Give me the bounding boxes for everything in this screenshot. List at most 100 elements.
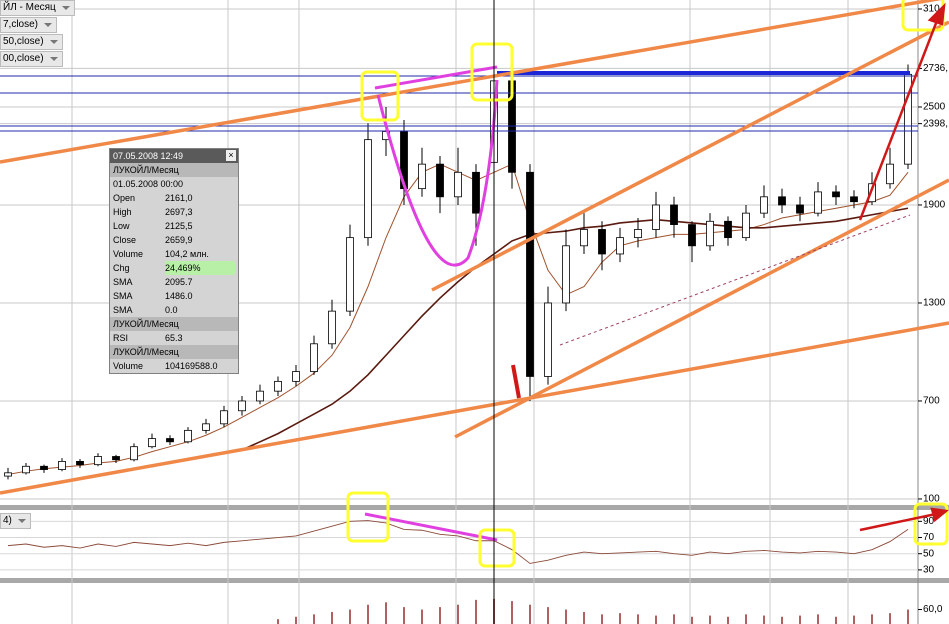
candle-body bbox=[724, 220, 732, 239]
candle-body bbox=[868, 183, 876, 203]
y-tick-label: 2398, bbox=[923, 118, 948, 129]
info-value: 2125,5 bbox=[165, 221, 193, 231]
volume-bar bbox=[907, 609, 909, 624]
y-tick-label: 30 bbox=[923, 565, 935, 576]
indicator-label: 50,close) bbox=[0, 34, 63, 50]
volume-bar bbox=[277, 619, 279, 624]
volume-bar bbox=[511, 601, 513, 624]
candle-body bbox=[346, 237, 354, 312]
info-row: Volume 104,2 млн. bbox=[110, 247, 238, 261]
rsi-line bbox=[7, 520, 909, 564]
volume-bar bbox=[601, 614, 603, 624]
volume-bar bbox=[709, 615, 711, 624]
candle-body bbox=[598, 229, 606, 255]
volume-bar bbox=[583, 611, 585, 624]
candle-body bbox=[454, 171, 462, 198]
candle-body bbox=[850, 196, 858, 203]
info-value: 2095.7 bbox=[165, 277, 193, 287]
volume-bar bbox=[421, 609, 423, 624]
candle-body bbox=[544, 302, 552, 377]
volume-bar bbox=[331, 611, 333, 624]
candle-body bbox=[760, 196, 768, 214]
info-key: Chg bbox=[113, 263, 130, 273]
info-key: Low bbox=[113, 221, 130, 231]
volume-bar bbox=[529, 604, 531, 624]
volume-bar bbox=[781, 616, 783, 624]
info-key: RSI bbox=[113, 333, 129, 343]
indicator-label: 7,close) bbox=[0, 17, 58, 33]
candle-body bbox=[562, 245, 570, 304]
candle-body bbox=[526, 171, 534, 377]
info-row: SMA 1486.0 bbox=[110, 289, 238, 303]
info-date: 01.05.2008 00:00 bbox=[113, 179, 184, 189]
panel-divider bbox=[0, 505, 949, 510]
volume-bar bbox=[745, 614, 747, 624]
candle-body bbox=[4, 472, 12, 477]
info-value: 65.3 bbox=[165, 333, 183, 343]
candle-body bbox=[76, 460, 84, 466]
candle-body bbox=[130, 446, 138, 461]
y-tick-label: 1300 bbox=[923, 298, 946, 309]
volume-bar bbox=[691, 616, 693, 624]
volume-bar bbox=[817, 614, 819, 624]
info-key: Close bbox=[113, 235, 137, 245]
candle-body bbox=[166, 438, 174, 443]
candle-body bbox=[634, 229, 642, 239]
y-tick-label: 50 bbox=[923, 548, 935, 559]
moving-average bbox=[241, 207, 909, 451]
candle-body bbox=[220, 410, 228, 425]
candle-body bbox=[418, 163, 426, 190]
y-tick-label: 100 bbox=[923, 494, 940, 505]
info-row: SMA 0.0 bbox=[110, 303, 238, 317]
volume-bar bbox=[619, 613, 621, 624]
candle-body bbox=[310, 343, 318, 372]
volume-bar bbox=[727, 616, 729, 624]
info-key: SMA bbox=[113, 277, 133, 287]
candle-body bbox=[40, 465, 48, 470]
volume-bar bbox=[439, 607, 441, 624]
candle-body bbox=[436, 163, 444, 198]
y-tick-label: 2500 bbox=[923, 102, 946, 113]
candle-body bbox=[886, 163, 894, 185]
info-value: 104169588.0 bbox=[165, 361, 218, 371]
volume-bar bbox=[367, 604, 369, 624]
info-value: 1486.0 bbox=[165, 291, 193, 301]
info-row: Open 2161,0 bbox=[110, 191, 238, 205]
info-title: 07.05.2008 12:49 × bbox=[110, 149, 238, 163]
volume-bar bbox=[295, 616, 297, 624]
volume-bar bbox=[457, 604, 459, 624]
volume-bar bbox=[673, 614, 675, 624]
volume-bar bbox=[799, 615, 801, 624]
candle-body bbox=[364, 139, 372, 239]
info-key: SMA bbox=[113, 291, 133, 301]
candle-body bbox=[238, 400, 246, 412]
volume-bar bbox=[475, 599, 477, 624]
info-row: Volume 104169588.0 bbox=[110, 359, 238, 373]
close-button[interactable]: × bbox=[226, 150, 236, 161]
candle-body bbox=[292, 371, 300, 382]
candle-body bbox=[256, 390, 264, 402]
y-tick-label: 60,0 bbox=[923, 604, 943, 615]
volume-bar bbox=[385, 602, 387, 624]
y-tick-label: 90 bbox=[923, 516, 935, 527]
candle-body bbox=[202, 423, 210, 431]
candle-body bbox=[184, 429, 192, 443]
info-row: Low 2125,5 bbox=[110, 219, 238, 233]
y-tick-label: 70 bbox=[923, 532, 935, 543]
info-header: ЛУКОЙЛ/Месяц bbox=[110, 317, 238, 331]
indicator-label: ЙЛ - Месяц bbox=[0, 0, 75, 16]
panel-divider bbox=[0, 578, 949, 583]
info-value: 0.0 bbox=[165, 305, 178, 315]
indicator-label: 4) bbox=[0, 513, 31, 529]
candle-body bbox=[58, 460, 66, 470]
candle-body bbox=[616, 237, 624, 255]
volume-bar bbox=[655, 615, 657, 624]
candle-body bbox=[742, 212, 750, 239]
info-header: ЛУКОЙЛ/Месяц bbox=[110, 163, 238, 177]
candle-body bbox=[148, 438, 156, 448]
info-row: Close 2659,9 bbox=[110, 233, 238, 247]
volume-bar bbox=[871, 614, 873, 624]
info-key: Volume bbox=[113, 361, 144, 371]
candle-body bbox=[22, 465, 30, 474]
